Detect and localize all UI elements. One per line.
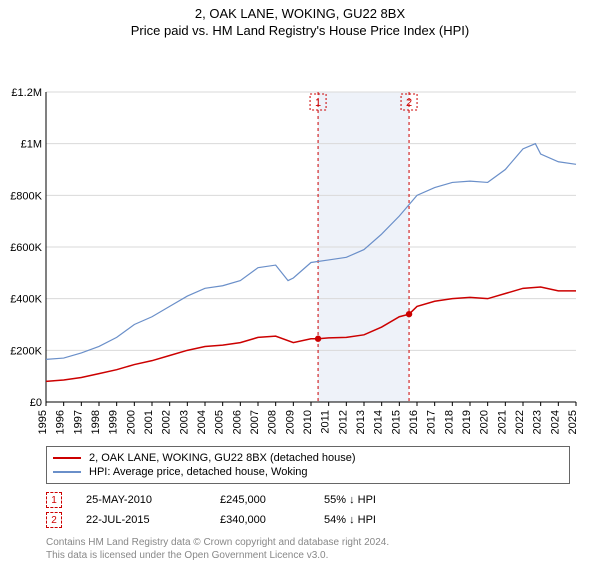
legend-swatch — [53, 471, 81, 473]
svg-text:2025: 2025 — [567, 410, 579, 434]
svg-text:2023: 2023 — [532, 410, 544, 434]
events-table: 1 25-MAY-2010 £245,000 55% ↓ HPI 2 22-JUL-201… — [46, 490, 570, 530]
svg-text:1: 1 — [315, 97, 321, 109]
footer-line1: Contains HM Land Registry data © Crown c… — [46, 536, 570, 549]
event-date: 25-MAY-2010 — [86, 494, 196, 506]
event-price: £245,000 — [220, 494, 300, 506]
svg-text:£600K: £600K — [10, 242, 42, 254]
svg-text:£1M: £1M — [21, 139, 42, 151]
event-row: 1 25-MAY-2010 £245,000 55% ↓ HPI — [46, 490, 570, 510]
svg-text:1996: 1996 — [55, 410, 67, 434]
svg-text:2007: 2007 — [249, 410, 261, 434]
svg-text:2005: 2005 — [214, 410, 226, 434]
svg-text:2: 2 — [406, 97, 412, 109]
svg-text:2024: 2024 — [549, 410, 561, 434]
svg-text:2015: 2015 — [390, 410, 402, 434]
svg-text:2000: 2000 — [125, 410, 137, 434]
svg-text:2014: 2014 — [373, 410, 385, 434]
svg-text:2003: 2003 — [178, 410, 190, 434]
svg-text:2009: 2009 — [284, 410, 296, 434]
svg-text:2001: 2001 — [143, 410, 155, 434]
svg-text:£400K: £400K — [10, 294, 42, 306]
svg-text:2016: 2016 — [408, 410, 420, 434]
event-date: 22-JUL-2015 — [86, 514, 196, 526]
event-pct: 54% ↓ HPI — [324, 514, 414, 526]
svg-text:£0: £0 — [30, 397, 42, 409]
svg-text:2021: 2021 — [496, 410, 508, 434]
chart-title-line1: 2, OAK LANE, WOKING, GU22 8BX — [0, 0, 600, 21]
svg-text:2004: 2004 — [196, 410, 208, 434]
svg-text:£1.2M: £1.2M — [11, 87, 42, 99]
event-marker: 2 — [46, 512, 62, 528]
svg-text:2018: 2018 — [443, 410, 455, 434]
legend: 2, OAK LANE, WOKING, GU22 8BX (detached … — [46, 446, 570, 484]
legend-item: HPI: Average price, detached house, Woki… — [53, 465, 563, 479]
svg-text:2002: 2002 — [161, 410, 173, 434]
chart-container: 2, OAK LANE, WOKING, GU22 8BX Price paid… — [0, 0, 600, 562]
svg-text:1999: 1999 — [108, 410, 120, 434]
svg-text:1998: 1998 — [90, 410, 102, 434]
legend-label: 2, OAK LANE, WOKING, GU22 8BX (detached … — [89, 452, 356, 464]
svg-text:1995: 1995 — [37, 410, 49, 434]
svg-text:£200K: £200K — [10, 345, 42, 357]
line-chart: £0 £200K £400K £600K £800K £1M £1.2M 1995 1996 19… — [0, 42, 600, 442]
svg-text:2010: 2010 — [302, 410, 314, 434]
footer-attribution: Contains HM Land Registry data © Crown c… — [46, 536, 570, 562]
event-price: £340,000 — [220, 514, 300, 526]
svg-text:1997: 1997 — [72, 410, 84, 434]
event-marker: 1 — [46, 492, 62, 508]
svg-text:2020: 2020 — [479, 410, 491, 434]
svg-text:2022: 2022 — [514, 410, 526, 434]
svg-text:2019: 2019 — [461, 410, 473, 434]
svg-text:2011: 2011 — [320, 410, 332, 434]
event-row: 2 22-JUL-2015 £340,000 54% ↓ HPI — [46, 510, 570, 530]
svg-text:2013: 2013 — [355, 410, 367, 434]
svg-text:£800K: £800K — [10, 190, 42, 202]
svg-text:2017: 2017 — [426, 410, 438, 434]
svg-text:2008: 2008 — [267, 410, 279, 434]
legend-swatch — [53, 457, 81, 459]
legend-item: 2, OAK LANE, WOKING, GU22 8BX (detached … — [53, 451, 563, 465]
chart-title-line2: Price paid vs. HM Land Registry's House … — [0, 21, 600, 42]
event-pct: 55% ↓ HPI — [324, 494, 414, 506]
svg-text:2006: 2006 — [231, 410, 243, 434]
footer-line2: This data is licensed under the Open Gov… — [46, 549, 570, 562]
legend-label: HPI: Average price, detached house, Woki… — [89, 466, 308, 478]
svg-text:2012: 2012 — [337, 410, 349, 434]
